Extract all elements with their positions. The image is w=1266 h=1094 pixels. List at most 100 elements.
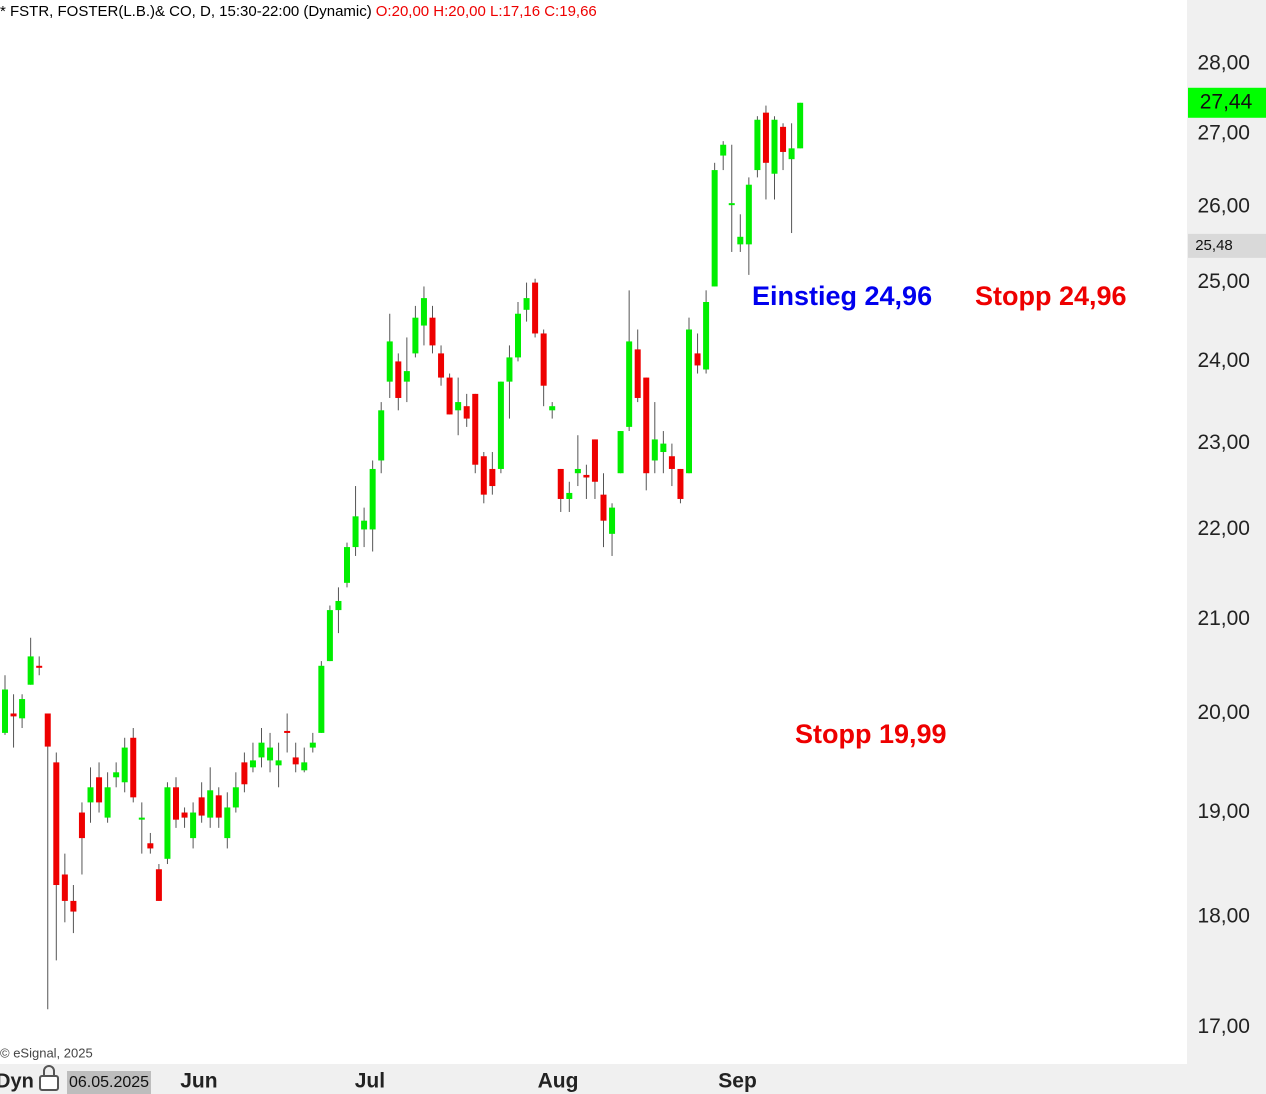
y-tick-label: 20,00 — [1197, 701, 1250, 724]
candle-body — [720, 144, 727, 156]
cursor-date: 06.05.2025 — [69, 1074, 149, 1091]
candle-body — [403, 371, 410, 382]
candle-body — [61, 874, 68, 901]
candle-body — [232, 787, 239, 808]
y-tick-label: 27,00 — [1197, 122, 1250, 145]
candle-body — [497, 381, 504, 469]
x-tick-label: Jul — [355, 1070, 385, 1093]
candle-body — [36, 665, 43, 668]
candle-body — [686, 329, 692, 474]
candle-body — [215, 795, 222, 818]
candle-body — [634, 349, 641, 398]
candle-body — [788, 148, 795, 160]
candle-body — [121, 747, 128, 783]
candle-body — [420, 298, 427, 326]
date-box — [67, 1071, 151, 1094]
candle-body — [540, 333, 547, 386]
x-tick-label: Aug — [538, 1070, 579, 1093]
candle-body — [2, 689, 8, 733]
candle-body — [309, 742, 316, 748]
candle-body — [44, 713, 51, 747]
price-label-box — [1188, 233, 1266, 258]
candle-body — [532, 282, 539, 334]
candle-body — [643, 377, 650, 474]
candle-body — [506, 357, 513, 382]
candle-body — [694, 353, 701, 366]
candle-body — [515, 313, 521, 358]
candle-body — [557, 468, 564, 499]
candle-body — [53, 762, 60, 886]
candle-body — [113, 772, 120, 778]
candle-body — [138, 817, 145, 820]
candle-body — [275, 760, 282, 766]
y-tick-label: 18,00 — [1197, 904, 1250, 927]
candle-body — [489, 468, 496, 487]
price-label: 25,48 — [1195, 237, 1233, 254]
y-tick-label: 22,00 — [1197, 517, 1250, 540]
candle-body — [207, 790, 214, 818]
y-tick-label: 28,00 — [1197, 51, 1250, 74]
candle-body — [155, 869, 162, 901]
x-tick-label: Jun — [180, 1070, 217, 1093]
x-tick-label: Sep — [718, 1070, 757, 1093]
price-axis-panel — [1187, 0, 1266, 1094]
candle-body — [583, 474, 590, 478]
candle-body — [352, 516, 359, 548]
y-tick-label: 24,00 — [1197, 349, 1250, 372]
candle-body — [591, 439, 598, 482]
candle-body — [96, 777, 103, 803]
candle-body — [164, 787, 171, 859]
y-tick-label: 19,00 — [1197, 800, 1250, 823]
candle-body — [438, 353, 445, 378]
chart-title: * FSTR, FOSTER(L.B.)& CO, D, 15:30-22:00… — [0, 3, 372, 20]
candle-body — [318, 665, 325, 733]
candle-body — [771, 119, 778, 174]
candle-body — [737, 236, 744, 245]
y-tick-label: 23,00 — [1197, 431, 1250, 454]
candle-body — [104, 787, 111, 818]
candle-body — [198, 797, 205, 816]
candle-body — [267, 747, 274, 761]
candle-body — [395, 361, 402, 398]
candle-body — [70, 900, 77, 912]
credit: © eSignal, 2025 — [0, 1045, 93, 1060]
candle-body — [609, 507, 616, 534]
candle-body — [480, 456, 487, 495]
candle-body — [27, 656, 34, 685]
candle-body — [335, 600, 342, 611]
candle-body — [574, 468, 581, 474]
candle-body — [754, 119, 761, 171]
candle-body — [523, 298, 530, 310]
ohlc-label: O:20,00 H:20,00 L:17,16 C:19,66 — [376, 3, 597, 20]
candle-body — [378, 410, 385, 461]
candle-body — [361, 520, 368, 530]
lock-icon[interactable] — [39, 1065, 59, 1091]
candle-body — [369, 468, 376, 530]
candle-body — [797, 102, 804, 149]
annotation: Einstieg 24,96 — [752, 281, 932, 311]
candle-body — [87, 787, 94, 803]
time-axis-panel — [0, 1064, 1266, 1094]
candle-body — [181, 812, 188, 818]
annotation: Stopp 19,99 — [795, 719, 947, 749]
candle-body — [549, 406, 556, 411]
candle-body — [190, 812, 197, 839]
candle-body — [677, 468, 684, 499]
candle-body — [455, 402, 462, 411]
candle-body — [386, 341, 393, 382]
candle-body — [651, 439, 658, 461]
candle-body — [301, 762, 308, 771]
price-label: 27,44 — [1200, 90, 1253, 113]
y-tick-label: 21,00 — [1197, 607, 1250, 630]
candle-body — [173, 787, 179, 820]
candle-body — [566, 492, 573, 499]
candle-body — [762, 112, 769, 163]
candle-body — [660, 443, 667, 453]
candle-body — [284, 730, 291, 733]
candle-body — [412, 317, 419, 354]
candle-body — [224, 807, 231, 839]
candle-body — [446, 377, 453, 415]
candle-body — [326, 610, 333, 662]
mode-label: Dyn — [0, 1070, 34, 1092]
